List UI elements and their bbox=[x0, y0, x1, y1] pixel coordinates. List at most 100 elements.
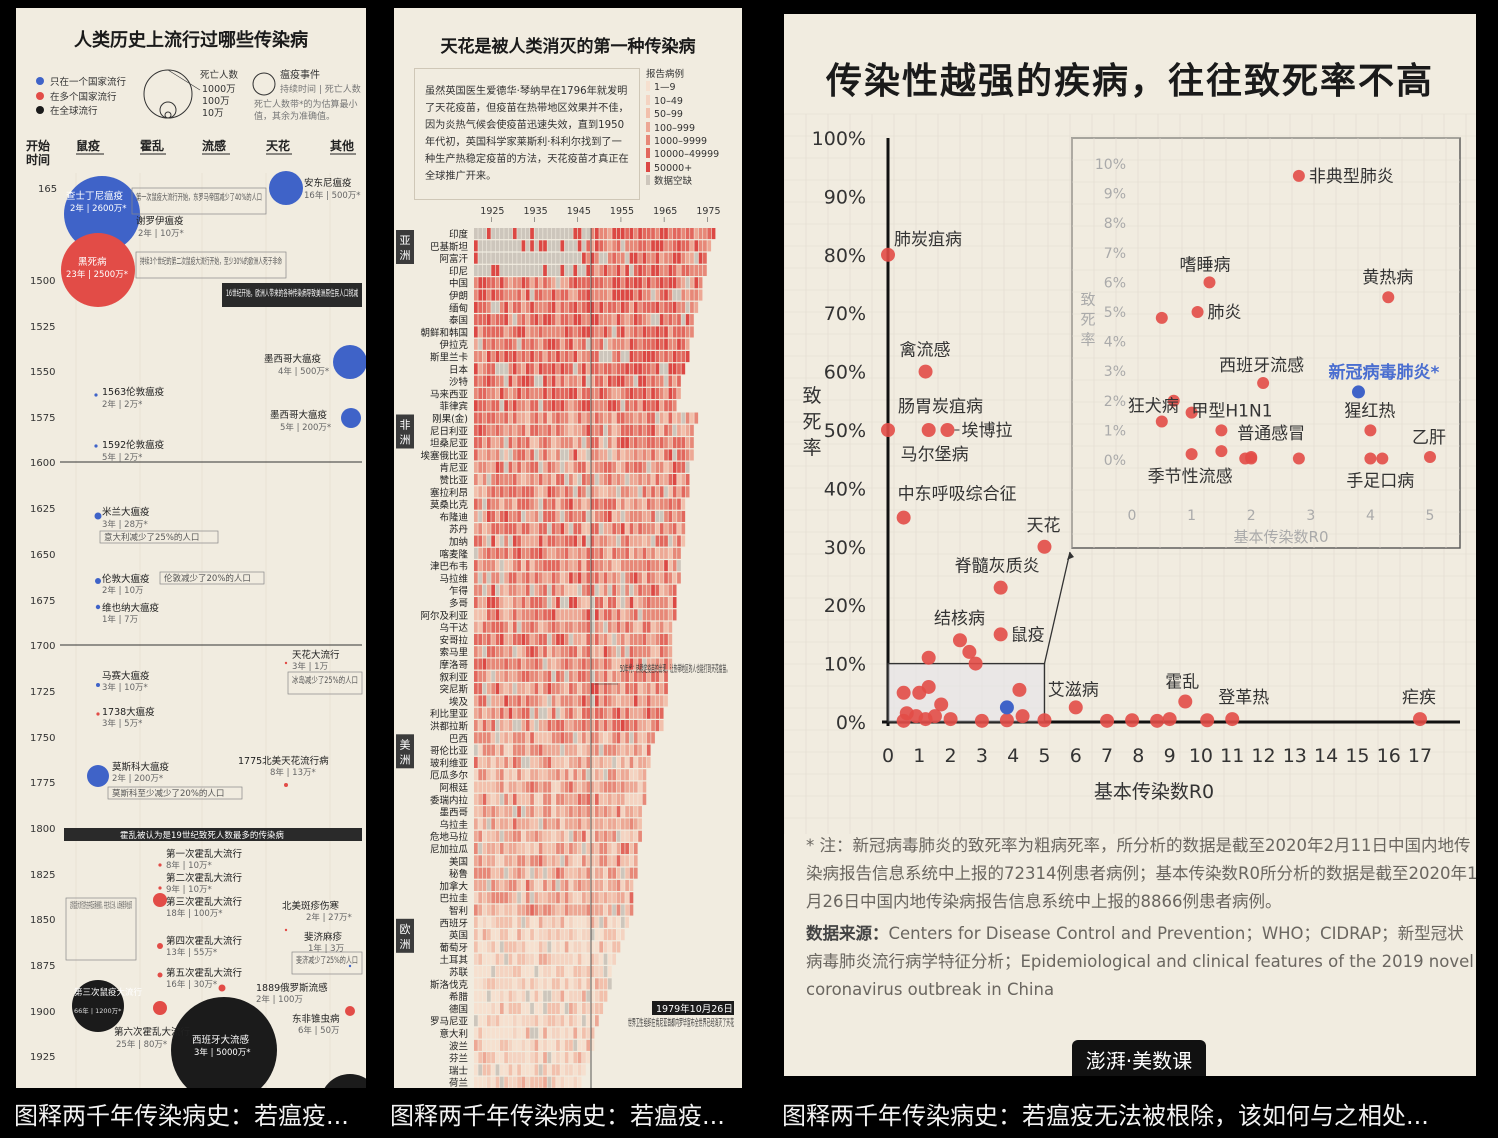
heatmap-cell bbox=[547, 338, 552, 350]
heatmap-cell bbox=[577, 314, 582, 326]
heatmap-cell bbox=[672, 314, 677, 326]
data-point-label: 马尔堡病 bbox=[901, 445, 969, 465]
heatmap-cell bbox=[504, 474, 508, 486]
heatmap-cell bbox=[599, 953, 604, 965]
heatmap-cell bbox=[499, 412, 504, 424]
heatmap-cell bbox=[482, 547, 487, 559]
heatmap-cell bbox=[530, 1002, 534, 1014]
region-tab[interactable] bbox=[396, 734, 414, 769]
heatmap-cell bbox=[543, 461, 547, 473]
heatmap-cell bbox=[560, 670, 565, 682]
heatmap-cell bbox=[595, 683, 599, 695]
heatmap-cell bbox=[590, 892, 595, 904]
heatmap-cell bbox=[482, 720, 487, 732]
heatmap-cell bbox=[521, 744, 526, 756]
heatmap-cell bbox=[521, 1002, 526, 1014]
heatmap-cell bbox=[595, 904, 599, 916]
heatmap-cell bbox=[512, 646, 517, 658]
heatmap-cell bbox=[698, 277, 703, 289]
heatmap-cell bbox=[690, 301, 694, 313]
inset-point bbox=[1424, 451, 1436, 464]
caption-3[interactable]: 图释两千年传染病史：若瘟疫无法被根除，该如何与之相处... bbox=[782, 1102, 1429, 1130]
heatmap-cell bbox=[508, 289, 513, 301]
heatmap-cell bbox=[482, 744, 487, 756]
year-tick: 1750 bbox=[30, 733, 55, 744]
heatmap-cell bbox=[672, 449, 677, 461]
heatmap-cell bbox=[633, 535, 638, 547]
heatmap-cell bbox=[521, 351, 526, 363]
heatmap-cell bbox=[569, 547, 573, 559]
heatmap-cell bbox=[573, 437, 578, 449]
heatmap-cell bbox=[607, 523, 612, 535]
heatmap-cell bbox=[664, 277, 668, 289]
heatmap-cell bbox=[486, 560, 491, 572]
heatmap-cell bbox=[646, 609, 651, 621]
heatmap-cell bbox=[616, 818, 621, 830]
heatmap-cell bbox=[482, 1002, 487, 1014]
heatmap-cell bbox=[569, 387, 573, 399]
panel-smallpox-heatmap[interactable]: 天花是被人类消灭的第一种传染病 虽然英国医生爱德华·琴纳早在1796年就发明了天… bbox=[388, 0, 748, 1098]
heatmap-cell bbox=[629, 351, 634, 363]
heatmap-cell bbox=[595, 424, 599, 436]
heatmap-cell bbox=[551, 338, 556, 350]
legend-global: 在全球流行 bbox=[50, 105, 98, 117]
heatmap-cell bbox=[603, 633, 608, 645]
heatmap-cell bbox=[586, 510, 591, 522]
heatmap-cell bbox=[547, 658, 552, 670]
heatmap-cell bbox=[525, 707, 530, 719]
heatmap-cell bbox=[582, 633, 586, 645]
heatmap-cell bbox=[504, 978, 508, 990]
heatmap-cell bbox=[474, 904, 478, 916]
heatmap-cell bbox=[495, 621, 500, 633]
caption-1[interactable]: 图释两千年传染病史：若瘟疫... bbox=[14, 1102, 349, 1130]
heatmap-cell bbox=[677, 449, 681, 461]
country-label: 希腊 bbox=[449, 991, 469, 1003]
heatmap-cell bbox=[482, 793, 487, 805]
heatmap-cell bbox=[638, 474, 642, 486]
heatmap-cell bbox=[556, 252, 560, 264]
country-label: 塞拉利昂 bbox=[430, 487, 468, 499]
heatmap-cell bbox=[491, 793, 496, 805]
legend-event-title: 瘟疫事件 bbox=[280, 68, 320, 81]
heatmap-cell bbox=[651, 547, 655, 559]
panel-r0-fatality-chart[interactable]: 传染性越强的疾病，往往致死率不高 0% 10% 20% 30% 40% 50% 60% 70%… bbox=[772, 0, 1488, 1098]
heatmap-cell bbox=[512, 769, 517, 781]
heatmap-cell bbox=[569, 658, 573, 670]
heatmap-cell bbox=[582, 658, 586, 670]
heatmap-cell bbox=[474, 498, 478, 510]
heatmap-cell bbox=[577, 1002, 582, 1014]
region-tab[interactable] bbox=[396, 414, 414, 449]
heatmap-cell bbox=[474, 990, 478, 1002]
event-name: 1563伦敦瘟疫 bbox=[102, 386, 165, 398]
heatmap-cell bbox=[525, 966, 530, 978]
heatmap-cell bbox=[659, 424, 664, 436]
region-tab[interactable] bbox=[396, 230, 414, 264]
heatmap-cell bbox=[590, 228, 595, 240]
heatmap-cell bbox=[495, 720, 500, 732]
caption-2[interactable]: 图释两千年传染病史：若瘟疫... bbox=[390, 1102, 725, 1130]
panel-epidemic-timeline[interactable]: 人类历史上流行过哪些传染病 只在一个国家流行 在多个国家流行 在全球流行 死亡人… bbox=[10, 0, 372, 1098]
heatmap-cell bbox=[504, 1027, 508, 1039]
heatmap-cell bbox=[659, 474, 664, 486]
heatmap-cell bbox=[478, 301, 483, 313]
heatmap-cell bbox=[530, 855, 534, 867]
heatmap-cell bbox=[491, 1015, 496, 1027]
heatmap-cell bbox=[491, 1002, 496, 1014]
x-tick-label: 5 bbox=[1038, 745, 1050, 767]
heatmap-cell bbox=[603, 240, 608, 252]
heatmap-cell bbox=[616, 584, 621, 596]
heatmap-cell bbox=[616, 449, 621, 461]
heatmap-cell bbox=[478, 449, 483, 461]
heatmap-cell bbox=[573, 732, 578, 744]
heatmap-cell bbox=[504, 412, 508, 424]
heatmap-cell bbox=[543, 892, 547, 904]
heatmap-cell bbox=[538, 843, 543, 855]
heatmap-cell bbox=[534, 252, 539, 264]
heatmap-cell bbox=[646, 707, 651, 719]
heatmap-cell bbox=[603, 437, 608, 449]
heatmap-cell bbox=[564, 966, 569, 978]
heatmap-cell bbox=[517, 707, 521, 719]
heatmap-cell bbox=[504, 621, 508, 633]
heatmap-cell bbox=[474, 289, 478, 301]
region-tab[interactable] bbox=[396, 918, 414, 953]
